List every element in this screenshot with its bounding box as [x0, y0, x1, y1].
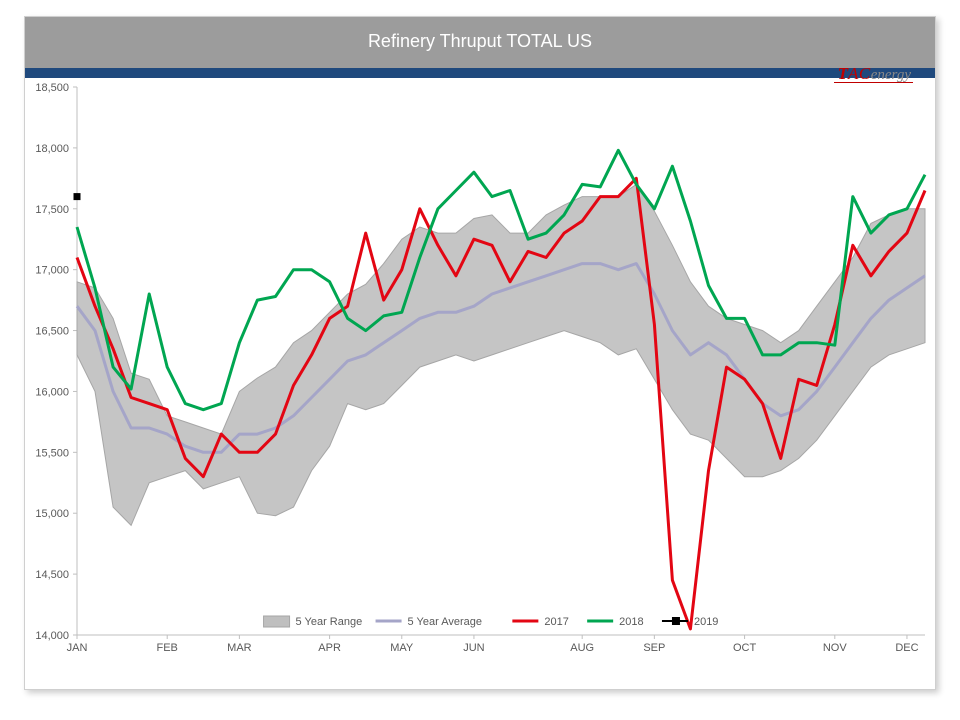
svg-text:JUN: JUN	[463, 642, 484, 654]
svg-text:SEP: SEP	[643, 642, 665, 654]
svg-text:DEC: DEC	[895, 642, 918, 654]
svg-text:18,500: 18,500	[35, 83, 69, 94]
svg-text:APR: APR	[318, 642, 341, 654]
brand-logo: TACenergy	[838, 64, 911, 84]
logo-tac-ac: AC	[848, 64, 871, 83]
chart-card-outer: Refinery Thruput TOTAL US TACenergy 14,0…	[0, 0, 960, 720]
svg-text:MAY: MAY	[390, 642, 414, 654]
svg-text:17,500: 17,500	[35, 204, 69, 216]
svg-text:17,000: 17,000	[35, 265, 69, 277]
svg-text:16,000: 16,000	[35, 386, 69, 398]
logo-tac-t: T	[838, 64, 848, 83]
svg-text:MAR: MAR	[227, 642, 252, 654]
accent-bar	[25, 68, 935, 78]
svg-text:AUG: AUG	[570, 642, 594, 654]
chart-card: Refinery Thruput TOTAL US TACenergy 14,0…	[24, 16, 936, 690]
svg-text:2017: 2017	[544, 616, 568, 628]
svg-text:NOV: NOV	[823, 642, 848, 654]
chart-title: Refinery Thruput TOTAL US	[25, 31, 935, 52]
svg-text:2018: 2018	[619, 616, 643, 628]
svg-text:JAN: JAN	[67, 642, 88, 654]
svg-text:18,000: 18,000	[35, 143, 69, 155]
svg-text:15,000: 15,000	[35, 508, 69, 520]
svg-text:5 Year Average: 5 Year Average	[408, 616, 482, 628]
svg-text:15,500: 15,500	[35, 447, 69, 459]
chart-svg: 14,000 14,500 15,000 15,500 16,000 16,500 17,0…	[25, 83, 933, 681]
svg-text:OCT: OCT	[733, 642, 757, 654]
svg-text:14,000: 14,000	[35, 630, 69, 642]
logo-underline	[834, 82, 913, 83]
svg-text:2019: 2019	[694, 616, 718, 628]
logo-energy: energy	[871, 67, 911, 83]
svg-text:5 Year Range: 5 Year Range	[296, 616, 363, 628]
plot-area: 14,000 14,500 15,000 15,500 16,000 16,500 17,0…	[25, 83, 935, 681]
svg-text:14,500: 14,500	[35, 569, 69, 581]
chart-header: Refinery Thruput TOTAL US TACenergy	[25, 17, 935, 68]
svg-text:16,500: 16,500	[35, 326, 69, 338]
svg-text:FEB: FEB	[157, 642, 178, 654]
